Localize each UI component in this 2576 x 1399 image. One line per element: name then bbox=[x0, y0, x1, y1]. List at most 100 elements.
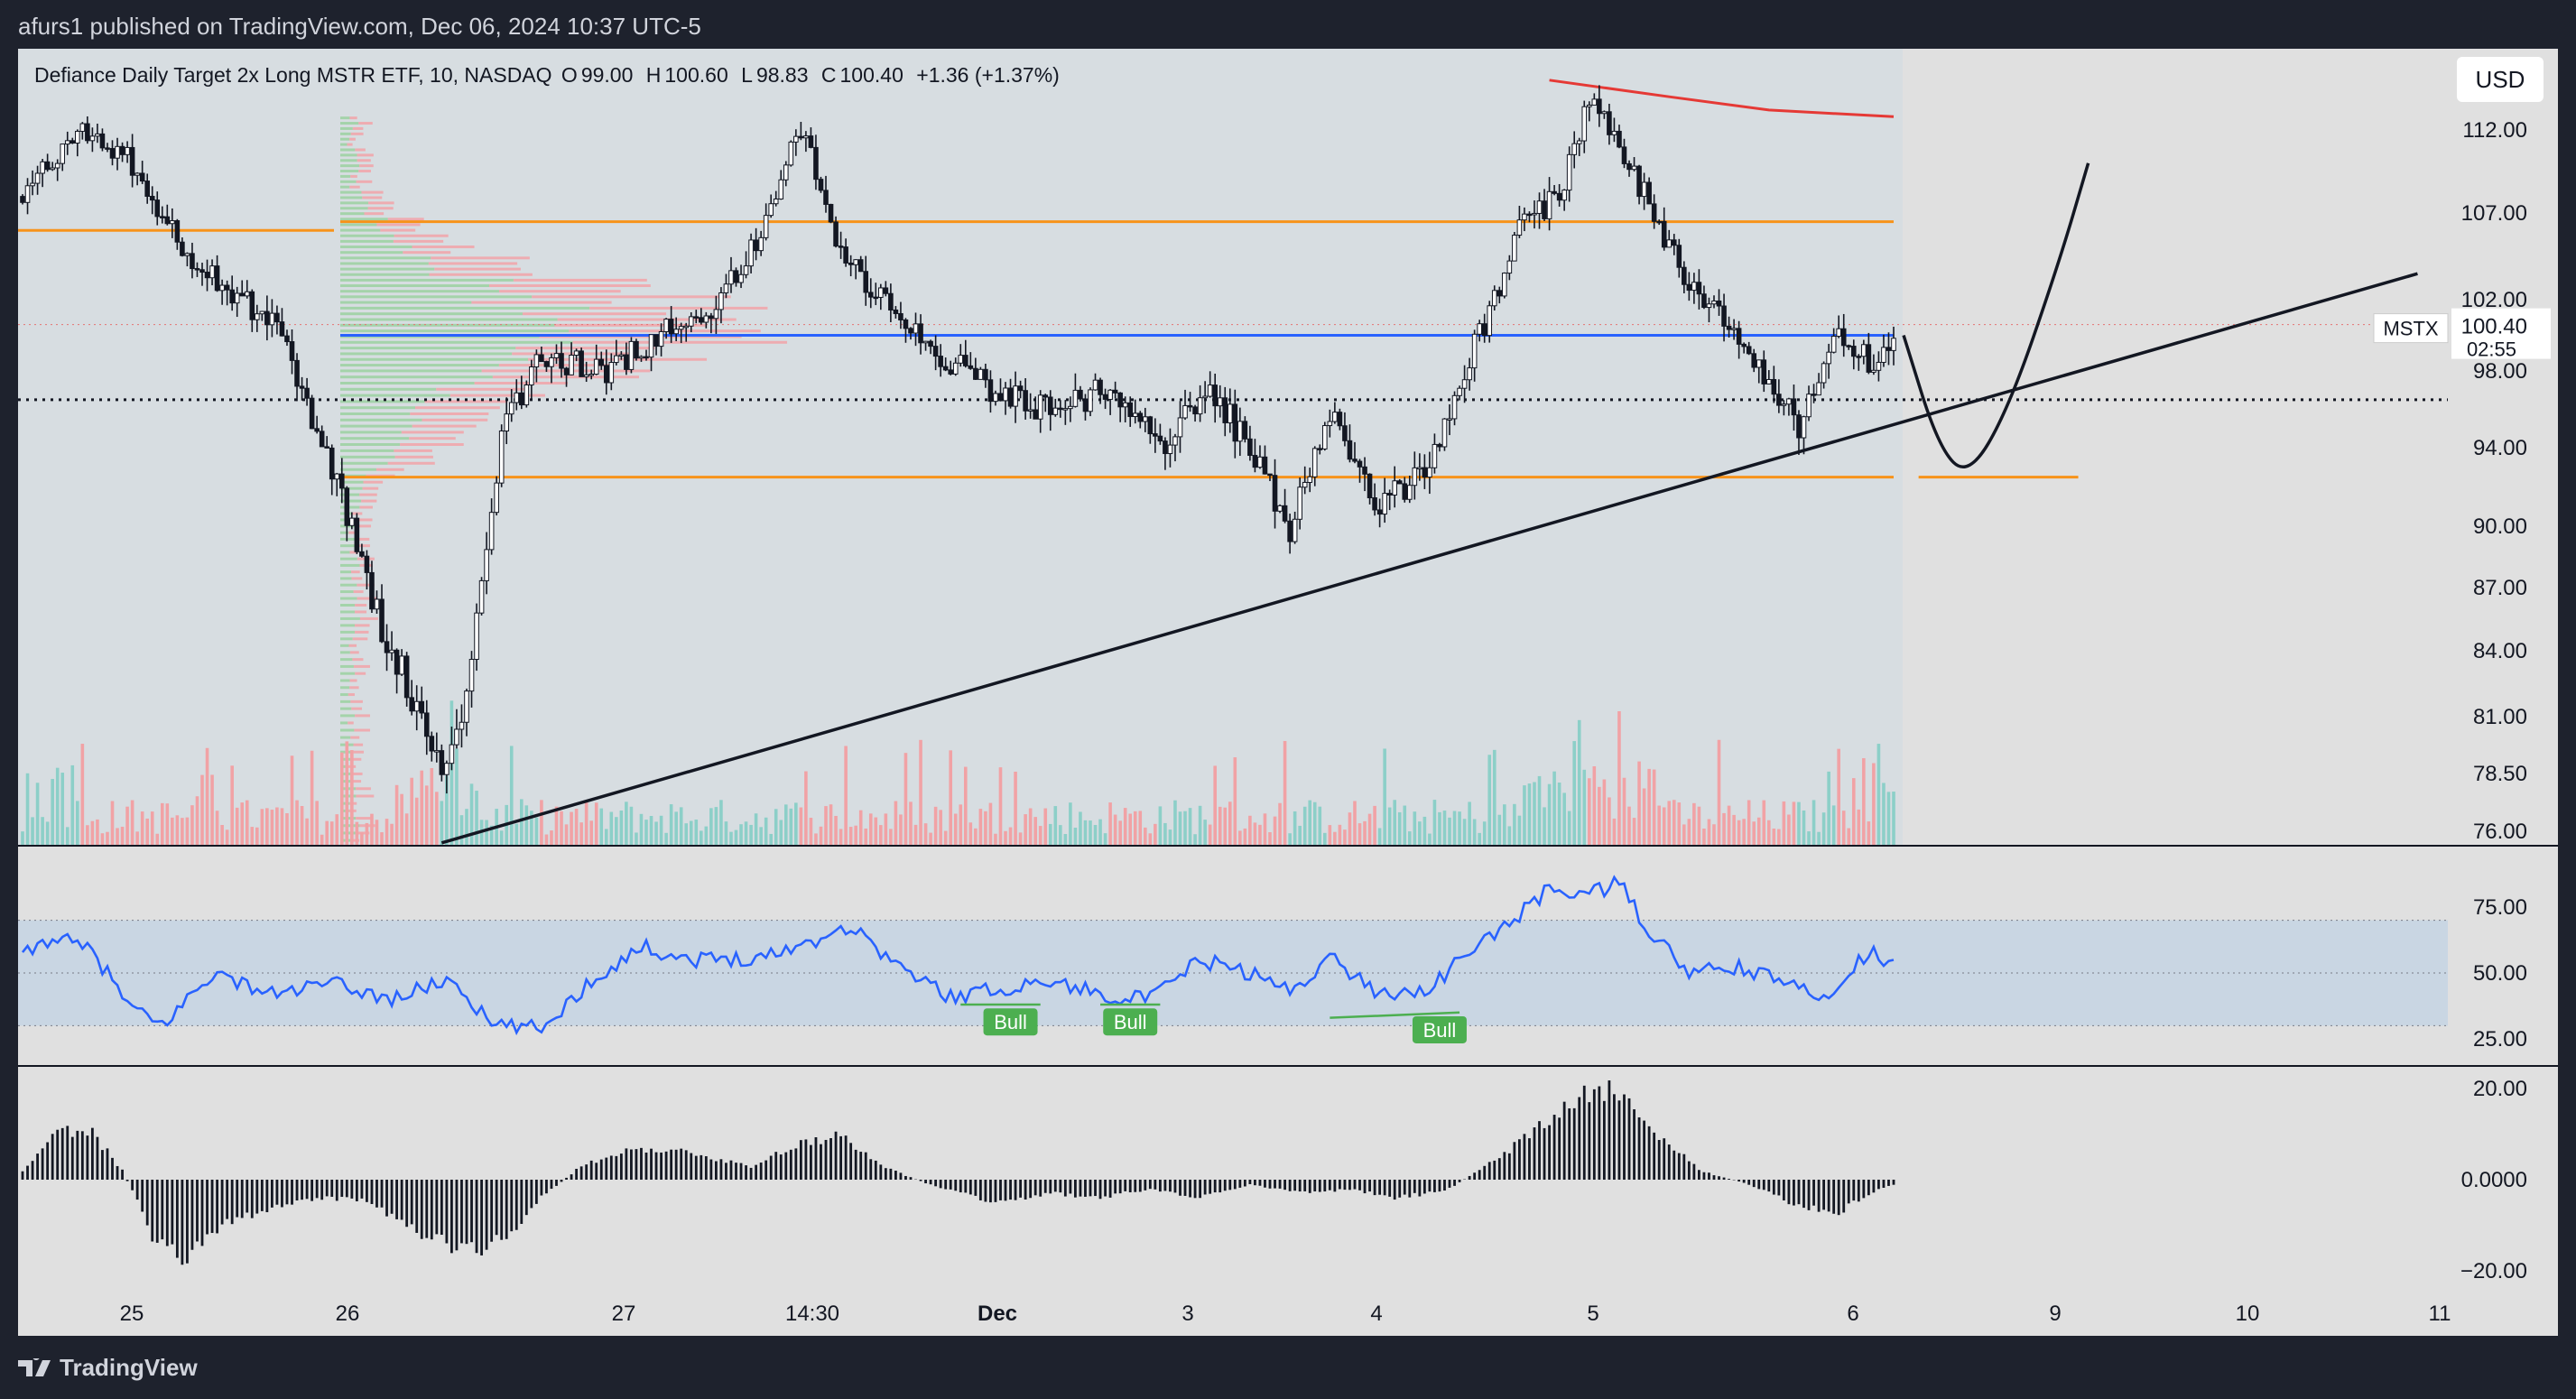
volume-bar bbox=[260, 809, 264, 846]
volume-bar bbox=[1862, 758, 1866, 846]
candle-body bbox=[299, 385, 305, 389]
vp-buy-row bbox=[340, 212, 365, 216]
rsi-line bbox=[21, 875, 1895, 1036]
volume-bar bbox=[1123, 808, 1127, 846]
candle-body bbox=[1347, 440, 1353, 460]
volume-bar bbox=[729, 831, 733, 846]
candle-body bbox=[903, 319, 909, 329]
volume-bar bbox=[1422, 816, 1427, 846]
oscillator-bar bbox=[694, 1155, 698, 1180]
candle-body bbox=[1327, 421, 1333, 427]
oscillator-bar bbox=[764, 1160, 768, 1180]
oscillator-bar bbox=[465, 1180, 468, 1245]
candle-body bbox=[1237, 421, 1243, 442]
volume-bar bbox=[404, 813, 409, 846]
oscillator-bar bbox=[1458, 1180, 1461, 1182]
candle-body bbox=[1092, 379, 1098, 391]
candle-body bbox=[85, 123, 90, 142]
volume-bar bbox=[230, 765, 234, 846]
oscillator-bar bbox=[959, 1180, 962, 1193]
volume-bar bbox=[1208, 824, 1212, 846]
vp-buy-row bbox=[340, 437, 410, 440]
oscillator-bar bbox=[1682, 1153, 1686, 1180]
volume-bar bbox=[534, 817, 539, 846]
volume-bar bbox=[240, 802, 245, 846]
candle-body bbox=[813, 146, 819, 181]
currency-button[interactable]: USD bbox=[2457, 57, 2544, 102]
candle-body bbox=[938, 356, 943, 367]
vp-buy-row bbox=[340, 164, 360, 168]
volume-bar bbox=[469, 783, 474, 846]
candle-body bbox=[958, 355, 964, 364]
candle-body bbox=[1102, 394, 1108, 400]
oscillator-bar bbox=[929, 1180, 932, 1185]
candle-body bbox=[1611, 130, 1617, 135]
volume-bar bbox=[639, 813, 644, 846]
oscillator-bar bbox=[375, 1180, 378, 1208]
candle-body bbox=[105, 147, 110, 150]
candle-body bbox=[783, 164, 789, 181]
candle-body bbox=[1626, 162, 1632, 171]
oscillator-bar bbox=[1762, 1180, 1765, 1191]
oscillator-bar bbox=[1189, 1180, 1191, 1198]
volume-bar bbox=[1103, 833, 1107, 846]
oscillator-bar bbox=[974, 1180, 978, 1196]
candle-body bbox=[324, 446, 330, 449]
price-tick-label: 98.00 bbox=[2473, 359, 2527, 384]
candle-body bbox=[40, 161, 45, 174]
oscillator-bar bbox=[405, 1180, 409, 1228]
volume-bar bbox=[769, 833, 773, 846]
oscillator-bar bbox=[869, 1159, 873, 1180]
candle-body bbox=[1017, 385, 1024, 392]
candle-body bbox=[1287, 520, 1293, 542]
volume-bar bbox=[1079, 811, 1082, 846]
volume-bar bbox=[550, 830, 553, 846]
volume-bar bbox=[819, 826, 823, 846]
publish-info: afurs1 published on TradingView.com, Dec… bbox=[18, 13, 701, 40]
volume-bar bbox=[96, 819, 99, 846]
candle-body bbox=[99, 133, 106, 149]
volume-bar bbox=[200, 774, 204, 846]
volume-bar bbox=[783, 804, 788, 846]
oscillator-bar bbox=[295, 1180, 299, 1201]
vp-buy-row bbox=[340, 174, 351, 178]
volume-bar bbox=[1837, 748, 1840, 846]
oscillator-bar bbox=[1014, 1180, 1017, 1200]
oscillator-bar bbox=[1807, 1180, 1811, 1210]
oscillator-bar bbox=[475, 1180, 478, 1254]
vp-buy-row bbox=[340, 318, 558, 321]
candle-body bbox=[439, 750, 445, 775]
candle-body bbox=[1078, 389, 1083, 400]
oscillator-bar bbox=[889, 1168, 893, 1180]
volume-bar bbox=[1312, 801, 1317, 846]
volume-bar bbox=[1089, 820, 1092, 846]
oscillator-bar bbox=[510, 1180, 514, 1232]
volume-bar bbox=[520, 799, 524, 846]
candle-body bbox=[1088, 389, 1093, 412]
candle-body bbox=[30, 182, 35, 187]
volume-bar bbox=[181, 818, 184, 846]
candle-body bbox=[593, 358, 599, 375]
candle-body bbox=[1811, 394, 1817, 396]
volume-bar bbox=[449, 700, 454, 846]
vp-sell-row bbox=[352, 637, 368, 641]
candle-body bbox=[1846, 345, 1852, 347]
candle-body bbox=[354, 517, 360, 552]
volume-bar bbox=[919, 739, 922, 846]
volume-bar bbox=[1876, 744, 1881, 846]
volume-bar bbox=[90, 820, 95, 846]
volume-bar bbox=[1363, 820, 1367, 846]
vp-sell-row bbox=[359, 493, 377, 496]
oscillator-bar bbox=[36, 1153, 39, 1180]
candle-body bbox=[1337, 412, 1343, 427]
volume-bar bbox=[1383, 748, 1386, 846]
oscillator-bar bbox=[1513, 1142, 1516, 1180]
candle-body bbox=[1212, 384, 1218, 407]
candle-body bbox=[1467, 367, 1472, 381]
volume-bar bbox=[1258, 824, 1262, 846]
oscillator-bar bbox=[949, 1180, 952, 1190]
candle-body bbox=[309, 397, 315, 430]
volume-bar bbox=[719, 800, 723, 846]
candle-body bbox=[194, 268, 200, 271]
